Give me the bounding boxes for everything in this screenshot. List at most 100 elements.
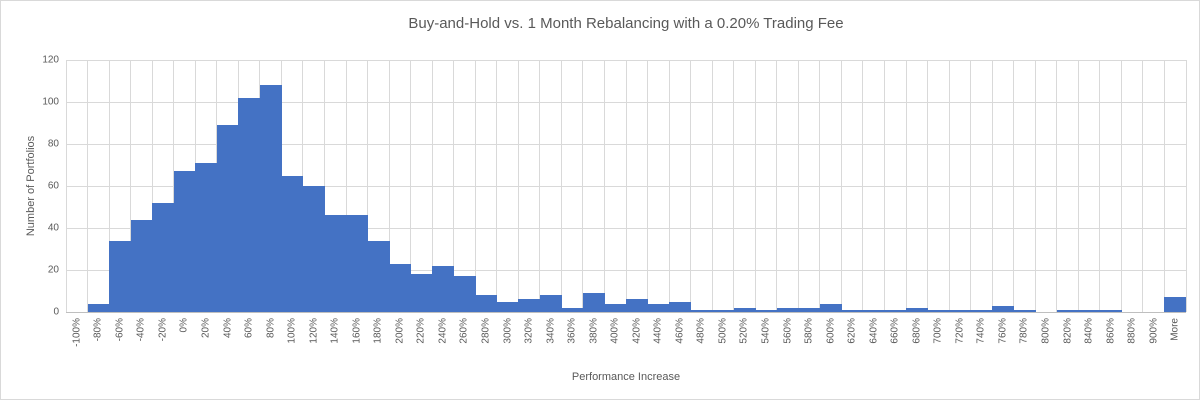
histogram-bar [669, 301, 692, 312]
histogram-bar [346, 215, 368, 312]
histogram-bar [970, 309, 993, 312]
y-tick-label: 80 [47, 138, 59, 150]
x-gridline [108, 60, 110, 312]
y-tick-label: 20 [47, 264, 59, 276]
x-gridline [668, 60, 670, 312]
x-tick-label: 0% [178, 318, 190, 333]
histogram-bar [841, 309, 864, 312]
x-tick-label: 440% [652, 318, 664, 344]
x-tick-label: -80% [92, 318, 104, 342]
x-tick-label: 140% [329, 318, 341, 344]
x-tick-label: 320% [523, 318, 535, 344]
x-gridline [927, 60, 929, 312]
y-tick-label: 40 [47, 222, 59, 234]
x-tick-label: 100% [286, 318, 298, 344]
x-gridline [560, 60, 562, 312]
x-gridline [862, 60, 864, 312]
x-tick-label: 720% [954, 318, 966, 344]
histogram-bar [712, 309, 735, 312]
histogram-bar [819, 303, 842, 312]
y-tick-label: 100 [42, 96, 59, 108]
x-gridline [474, 60, 476, 312]
histogram-bar [216, 125, 239, 312]
x-gridline [970, 60, 972, 312]
x-tick-label: 600% [825, 318, 837, 344]
histogram-bar [626, 299, 648, 312]
x-gridline [733, 60, 735, 312]
x-gridline [1013, 60, 1015, 312]
x-tick-label: 880% [1126, 318, 1138, 344]
x-gridline [345, 60, 347, 312]
x-tick-label: 500% [717, 318, 729, 344]
x-tick-label: 260% [458, 318, 470, 344]
x-gridline [151, 60, 153, 312]
histogram-bar [733, 307, 756, 312]
x-gridline [1142, 60, 1144, 312]
x-tick-label: 200% [394, 318, 406, 344]
x-gridline [819, 60, 821, 312]
x-tick-label: 820% [1062, 318, 1074, 344]
x-gridline [388, 60, 390, 312]
x-gridline [1099, 60, 1101, 312]
x-tick-label: -40% [135, 318, 147, 342]
x-gridline [840, 60, 842, 312]
x-gridline [905, 60, 907, 312]
x-tick-label: More [1169, 318, 1181, 341]
x-tick-label: 420% [631, 318, 643, 344]
histogram-bar [798, 307, 821, 312]
histogram-bar [539, 295, 562, 312]
x-gridline [517, 60, 519, 312]
x-tick-label: 400% [609, 318, 621, 344]
x-gridline [431, 60, 433, 312]
x-gridline [539, 60, 541, 312]
histogram-bar [475, 295, 498, 312]
x-tick-label: 700% [932, 318, 944, 344]
x-tick-label: 80% [265, 318, 277, 339]
x-gridline [87, 60, 89, 312]
x-tick-label: 860% [1105, 318, 1117, 344]
x-tick-label: 780% [1018, 318, 1030, 344]
histogram-bar [130, 219, 153, 312]
histogram-bar [561, 307, 584, 312]
x-gridline [1120, 60, 1122, 312]
x-tick-label: 580% [803, 318, 815, 344]
x-tick-label: 40% [222, 318, 234, 339]
x-gridline [367, 60, 369, 312]
x-gridline [603, 60, 605, 312]
x-tick-label: 220% [415, 318, 427, 344]
histogram-bar [152, 202, 175, 312]
histogram-bar [927, 309, 950, 312]
y-tick-label: 120 [42, 54, 59, 66]
histogram-bar [1078, 309, 1101, 312]
x-gridline [496, 60, 498, 312]
histogram-bar [690, 309, 713, 312]
x-gridline [1185, 60, 1187, 312]
histogram-bar [496, 301, 519, 312]
x-gridline [130, 60, 132, 312]
x-gridline [711, 60, 713, 312]
x-tick-label: -20% [157, 318, 169, 342]
x-gridline [797, 60, 799, 312]
x-gridline [1163, 60, 1165, 312]
x-gridline [948, 60, 950, 312]
x-tick-label: 120% [308, 318, 320, 344]
x-gridline [754, 60, 756, 312]
x-tick-label: 840% [1083, 318, 1095, 344]
histogram-bar [432, 265, 455, 312]
histogram-bar [949, 309, 972, 312]
x-gridline [1056, 60, 1058, 312]
histogram-bar [302, 186, 325, 312]
x-gridline [1034, 60, 1036, 312]
histogram-bar [906, 307, 928, 312]
x-tick-label: 760% [997, 318, 1009, 344]
histogram-bar [453, 276, 476, 312]
histogram-bar [755, 309, 778, 312]
histogram-bar [582, 293, 605, 312]
x-tick-label: 620% [846, 318, 858, 344]
x-tick-label: 20% [200, 318, 212, 339]
histogram-bar [884, 309, 907, 312]
x-tick-label: 460% [674, 318, 686, 344]
histogram-bar [1164, 297, 1187, 312]
histogram-bar [238, 97, 261, 312]
